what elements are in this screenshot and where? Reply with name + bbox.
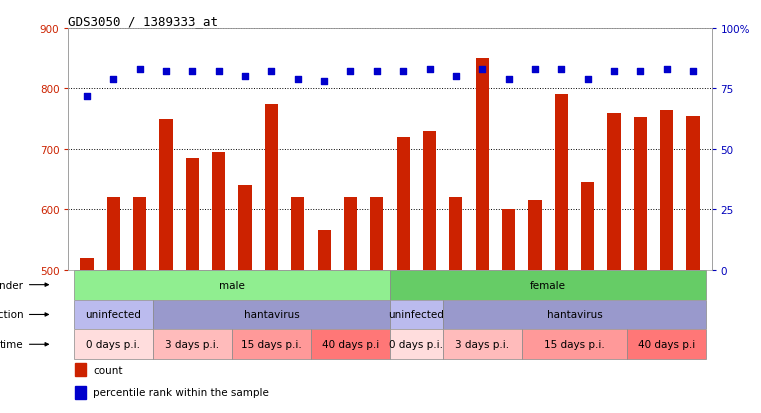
Text: male: male (219, 280, 245, 290)
Point (81, 93, 93, 100)
Bar (443, 330, 522, 359)
Bar (317, 231, 331, 270)
Point (661, 66, 673, 73)
Point (634, 69, 646, 76)
Point (266, 69, 278, 76)
Bar (74, 300, 153, 330)
Text: 0 days p.i.: 0 days p.i. (86, 339, 140, 349)
Text: female: female (530, 280, 566, 290)
Point (371, 69, 383, 76)
Bar (371, 198, 384, 270)
Bar (660, 110, 673, 270)
Point (476, 66, 489, 73)
Point (134, 66, 146, 73)
Point (212, 69, 224, 76)
Bar (81, 258, 94, 270)
Bar (311, 330, 390, 359)
Bar (627, 330, 706, 359)
Point (318, 78, 330, 85)
Bar (423, 131, 436, 270)
Text: GDS3050 / 1389333_at: GDS3050 / 1389333_at (68, 15, 218, 28)
Bar (502, 210, 515, 270)
Point (160, 69, 172, 76)
Point (291, 76, 304, 83)
Text: uninfected: uninfected (388, 310, 444, 320)
Bar (522, 330, 627, 359)
Text: hantavirus: hantavirus (546, 310, 603, 320)
Text: infection: infection (0, 310, 24, 320)
Bar (153, 300, 390, 330)
Point (687, 69, 699, 76)
Text: percentile rank within the sample: percentile rank within the sample (93, 387, 269, 397)
Text: 0 days p.i.: 0 days p.i. (390, 339, 444, 349)
Point (186, 69, 199, 76)
Point (556, 66, 568, 73)
Bar (159, 119, 173, 270)
Point (345, 69, 357, 76)
Point (529, 66, 541, 73)
Bar (443, 300, 706, 330)
Point (608, 69, 620, 76)
Text: time: time (0, 339, 24, 349)
Bar (396, 138, 409, 270)
Text: 15 days p.i.: 15 days p.i. (544, 339, 605, 349)
Point (423, 66, 435, 73)
Bar (390, 270, 706, 300)
Bar (686, 116, 699, 270)
Text: 15 days p.i.: 15 days p.i. (241, 339, 302, 349)
Point (107, 76, 119, 83)
Bar (291, 198, 304, 270)
Point (581, 76, 594, 83)
Point (397, 69, 409, 76)
Bar (133, 198, 146, 270)
Text: 3 days p.i.: 3 days p.i. (455, 339, 509, 349)
Text: gender: gender (0, 280, 24, 290)
Text: hantavirus: hantavirus (244, 310, 299, 320)
Bar (107, 198, 120, 270)
Bar (607, 113, 621, 270)
Point (239, 74, 251, 81)
Bar (390, 330, 443, 359)
Bar (75, 363, 87, 376)
Bar (74, 330, 153, 359)
Text: 40 days p.i: 40 days p.i (638, 339, 696, 349)
Bar (449, 198, 463, 270)
Bar (74, 270, 390, 300)
Bar (344, 198, 357, 270)
Bar (634, 118, 647, 270)
Bar (212, 152, 225, 270)
Text: count: count (93, 365, 123, 375)
Bar (555, 95, 568, 270)
Bar (232, 330, 311, 359)
Point (502, 76, 514, 83)
Bar (265, 104, 278, 270)
Bar (186, 159, 199, 270)
Text: 40 days p.i: 40 days p.i (322, 339, 379, 349)
Text: 3 days p.i.: 3 days p.i. (165, 339, 219, 349)
Bar (75, 386, 87, 399)
Bar (153, 330, 232, 359)
Bar (476, 59, 489, 270)
Bar (528, 201, 542, 270)
Text: uninfected: uninfected (85, 310, 142, 320)
Point (450, 74, 462, 81)
Bar (581, 183, 594, 270)
Bar (390, 300, 443, 330)
Bar (238, 186, 252, 270)
